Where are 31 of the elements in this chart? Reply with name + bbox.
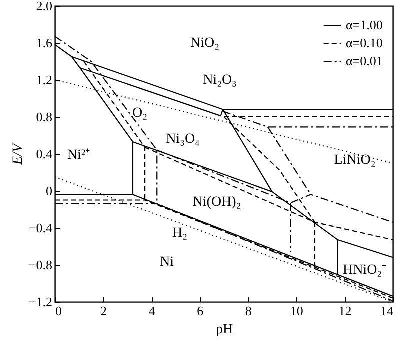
annotation: Ni₂O₃ xyxy=(203,73,238,88)
x-tick-label: 8 xyxy=(245,304,252,318)
y-tick-label: 0.4 xyxy=(36,146,53,162)
legend-label: α=0.01 xyxy=(346,54,383,68)
annotation: Ni²⁺ xyxy=(67,148,91,163)
x-tick-label: 4 xyxy=(148,304,156,318)
y-tick-label: 0.8 xyxy=(36,110,52,124)
legend-label: α=1.00 xyxy=(346,18,383,32)
annotation: HNiO₂⁻ xyxy=(342,263,388,278)
x-tick-label: 12 xyxy=(338,304,352,318)
annotation: H₂ xyxy=(172,226,188,241)
annotation: NiO₂ xyxy=(190,36,220,51)
annotation: Ni₃O₄ xyxy=(166,132,200,147)
annotation: Ni xyxy=(160,255,174,270)
y-tick-label: 1.6 xyxy=(36,36,53,50)
annotation: O₂ xyxy=(132,106,148,121)
x-tick-label: 14 xyxy=(380,304,394,318)
y-tick-label: −0.4 xyxy=(28,220,53,236)
y-tick-label: −1.2 xyxy=(28,294,52,310)
y-tick-label: 0 xyxy=(46,184,52,198)
legend-label: α=0.10 xyxy=(346,36,383,50)
y-tick-label: 1.2 xyxy=(36,72,52,88)
annotation: Ni(OH)₂ xyxy=(192,195,242,210)
x-axis-title: pH xyxy=(216,322,234,338)
x-tick-label: 10 xyxy=(290,304,304,318)
x-tick-label: 6 xyxy=(197,304,204,318)
annotation: LiNiO₂ xyxy=(334,153,376,168)
y-tick-label: 2.0 xyxy=(36,0,52,14)
y-axis-title: E/V xyxy=(10,142,26,166)
y-tick-label: −0.8 xyxy=(28,258,52,272)
x-tick-label: 2 xyxy=(100,304,108,318)
